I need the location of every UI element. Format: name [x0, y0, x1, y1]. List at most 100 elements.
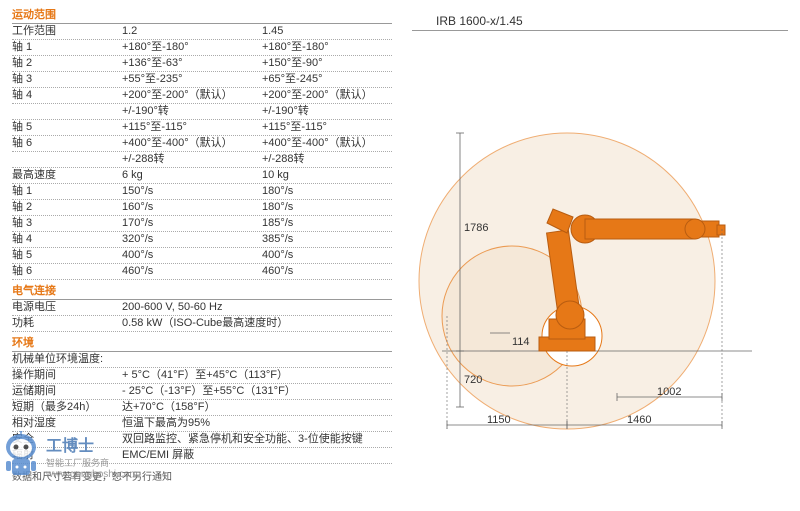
row-val: 200-600 V, 50-60 Hz [122, 301, 223, 314]
row-val-b: 180°/s [262, 201, 392, 214]
row-val-a: 6 kg [122, 169, 262, 182]
header-col2: 1.2 [122, 25, 262, 38]
row-val-b: 460°/s [262, 265, 392, 278]
row-val-a: +400°至-400°（默认） [122, 137, 262, 150]
row-val-b: +65°至-245° [262, 73, 392, 86]
row-label: 轴 1 [12, 41, 122, 54]
table-row: 运储期间- 25°C（-13°F）至+55°C（131°F） [12, 384, 392, 400]
elec-rows: 电源电压200-600 V, 50-60 Hz功耗0.58 kW（ISO-Cub… [12, 300, 392, 332]
row-val-b: +180°至-180° [262, 41, 392, 54]
row-val: + 5°C（41°F）至+45°C（113°F） [122, 369, 392, 382]
row-val-a: 320°/s [122, 233, 262, 246]
table-row: 轴 4+200°至-200°（默认）+200°至-200°（默认） [12, 88, 392, 104]
row-val-a: +136°至-63° [122, 57, 262, 70]
row-label [12, 153, 122, 166]
row-val-b: +/-190°转 [262, 105, 392, 118]
motion-rows: 轴 1+180°至-180°+180°至-180°轴 2+136°至-63°+1… [12, 40, 392, 280]
diagram-panel: IRB 1600-x/1.45 1786 720 114 1150 1460 1002 [400, 0, 800, 487]
row-val [122, 353, 392, 366]
spec-table: 运动范围 工作范围 1.2 1.45 轴 1+180°至-180°+180°至-… [0, 0, 400, 487]
row-val-b: +150°至-90° [262, 57, 392, 70]
row-val-a: +200°至-200°（默认） [122, 89, 262, 102]
row-label: 轴 3 [12, 217, 122, 230]
row-val-b: +400°至-400°（默认） [262, 137, 392, 150]
watermark-url: www.gongboshi.com [46, 469, 138, 480]
watermark-title: 工博士 [46, 432, 138, 456]
row-val-a: 160°/s [122, 201, 262, 214]
row-val-a: 400°/s [122, 249, 262, 262]
row-label: 轴 6 [12, 137, 122, 150]
row-val-a: +/-288转 [122, 153, 262, 166]
svg-text:1002: 1002 [657, 386, 681, 398]
svg-text:720: 720 [464, 374, 482, 386]
row-val-a: 150°/s [122, 185, 262, 198]
table-row: 轴 3+55°至-235°+65°至-245° [12, 72, 392, 88]
watermark-subtitle: 智能工厂服务商 [46, 456, 138, 469]
row-label [12, 105, 122, 118]
row-val-b: 185°/s [262, 217, 392, 230]
row-label: 运储期间 [12, 385, 122, 398]
table-row: +/-190°转+/-190°转 [12, 104, 392, 120]
row-val: 0.58 kW（ISO-Cube最高速度时） [122, 317, 288, 330]
row-label: 短期（最多24h） [12, 401, 122, 414]
row-label: 机械单位环境温度: [12, 353, 122, 366]
table-row: 最高速度6 kg10 kg [12, 168, 392, 184]
table-row: 相对湿度恒温下最高为95% [12, 416, 392, 432]
row-val: 双回路监控、紧急停机和安全功能、3-位使能按键 [122, 433, 392, 446]
table-row: 轴 6460°/s460°/s [12, 264, 392, 280]
table-row: 轴 2+136°至-63°+150°至-90° [12, 56, 392, 72]
section-env-header: 环境 [12, 332, 392, 352]
header-label: 工作范围 [12, 25, 122, 38]
row-label: 电源电压 [12, 301, 122, 314]
row-label: 最高速度 [12, 169, 122, 182]
row-label: 轴 5 [12, 249, 122, 262]
row-val-a: +55°至-235° [122, 73, 262, 86]
row-label: 轴 3 [12, 73, 122, 86]
svg-text:114: 114 [512, 336, 530, 348]
row-label: 轴 6 [12, 265, 122, 278]
table-row: 操作期间+ 5°C（41°F）至+45°C（113°F） [12, 368, 392, 384]
svg-text:1460: 1460 [627, 414, 651, 426]
row-val-a: +180°至-180° [122, 41, 262, 54]
watermark-robot-icon [0, 431, 42, 481]
row-val: 达+70°C（158°F） [122, 401, 392, 414]
table-row: 轴 5+115°至-115°+115°至-115° [12, 120, 392, 136]
row-val-a: +/-190°转 [122, 105, 262, 118]
row-val-a: 170°/s [122, 217, 262, 230]
table-row: 电源电压200-600 V, 50-60 Hz [12, 300, 392, 316]
table-row: 轴 6+400°至-400°（默认）+400°至-400°（默认） [12, 136, 392, 152]
reach-diagram: 1786 720 114 1150 1460 1002 [412, 51, 782, 451]
row-val: 恒温下最高为95% [122, 417, 392, 430]
row-label: 轴 1 [12, 185, 122, 198]
table-row: 轴 1150°/s180°/s [12, 184, 392, 200]
row-val-b: +/-288转 [262, 153, 392, 166]
header-col3: 1.45 [262, 25, 392, 38]
row-label: 轴 4 [12, 233, 122, 246]
row-val-b: +200°至-200°（默认） [262, 89, 392, 102]
row-label: 轴 2 [12, 57, 122, 70]
row-val-b: 385°/s [262, 233, 392, 246]
row-val: EMC/EMI 屏蔽 [122, 449, 392, 462]
svg-text:1786: 1786 [464, 222, 488, 234]
row-val: - 25°C（-13°F）至+55°C（131°F） [122, 385, 392, 398]
row-label: 操作期间 [12, 369, 122, 382]
row-label: 轴 4 [12, 89, 122, 102]
row-val-b: 180°/s [262, 185, 392, 198]
row-val-a: +115°至-115° [122, 121, 262, 134]
row-val-a: 460°/s [122, 265, 262, 278]
table-row: 轴 5400°/s400°/s [12, 248, 392, 264]
table-row: 机械单位环境温度: [12, 352, 392, 368]
row-label: 功耗 [12, 317, 122, 330]
svg-text:1150: 1150 [487, 414, 511, 426]
table-row: 短期（最多24h）达+70°C（158°F） [12, 400, 392, 416]
row-val-b: 400°/s [262, 249, 392, 262]
model-label: IRB 1600-x/1.45 [412, 8, 788, 31]
row-label: 轴 2 [12, 201, 122, 214]
section-motion-header: 运动范围 [12, 4, 392, 24]
table-row: 功耗0.58 kW（ISO-Cube最高速度时） [12, 316, 392, 332]
row-val-b: +115°至-115° [262, 121, 392, 134]
watermark: 工博士 智能工厂服务商 www.gongboshi.com [0, 431, 138, 481]
section-elec-header: 电气连接 [12, 280, 392, 300]
table-row: 轴 3170°/s185°/s [12, 216, 392, 232]
table-row: +/-288转+/-288转 [12, 152, 392, 168]
